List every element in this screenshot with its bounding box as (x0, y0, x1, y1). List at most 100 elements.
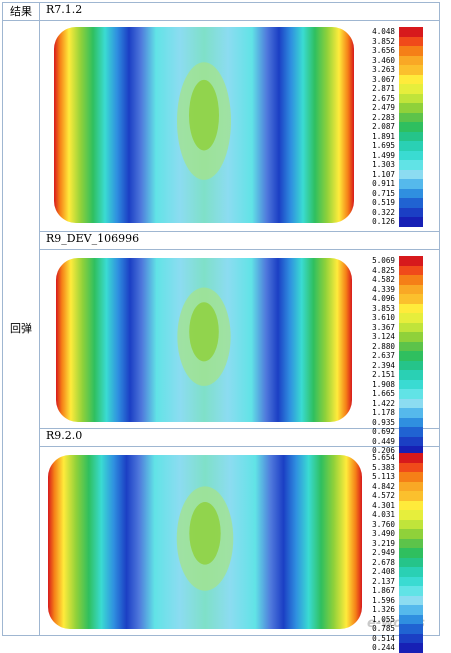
legend-value: 4.048 (372, 27, 395, 37)
springback-plot-1: 4.048 3.852 3.656 3.460 3.263 3.067 2.871 2.675… (40, 21, 439, 231)
legend-swatch (399, 332, 423, 342)
legend-value: 4.096 (372, 294, 395, 304)
legend-swatch (399, 389, 423, 399)
legend-value: 3.760 (372, 519, 395, 529)
row-label: 回弹 (2, 20, 40, 636)
legend-swatch (399, 84, 423, 94)
legend-entry: 2.151 (357, 370, 431, 380)
legend-swatch (399, 500, 423, 510)
legend-entry: 3.219 (357, 538, 431, 548)
legend-swatch (399, 548, 423, 558)
version-label-1: R7.1.2 (39, 2, 440, 21)
legend-value: 4.842 (372, 481, 395, 491)
legend-swatch (399, 436, 423, 446)
legend-entry: 2.871 (357, 84, 431, 94)
legend-entry: 0.692 (357, 427, 431, 437)
legend-value: 4.582 (372, 275, 395, 285)
legend-entry: 4.048 (357, 27, 431, 37)
legend-swatch (399, 557, 423, 567)
legend-entry: 1.422 (357, 398, 431, 408)
legend-entry: 2.394 (357, 360, 431, 370)
legend-entry: 0.126 (357, 217, 431, 227)
legend-value: 2.137 (372, 576, 395, 586)
version-label-2: R9_DEV_106996 (39, 231, 440, 250)
legend-value: 2.479 (372, 103, 395, 113)
legend-swatch (399, 491, 423, 501)
legend-value: 5.113 (372, 472, 395, 482)
legend-swatch (399, 93, 423, 103)
contour-center-core (189, 302, 219, 362)
legend-value: 2.871 (372, 84, 395, 94)
springback-contour-plate (54, 27, 354, 223)
legend-entry: 0.244 (357, 643, 431, 653)
legend-entry: 1.055 (357, 614, 431, 624)
legend-value: 0.449 (372, 436, 395, 446)
legend-entry: 4.339 (357, 284, 431, 294)
legend-entry: 1.596 (357, 595, 431, 605)
legend-value: 0.206 (372, 446, 395, 456)
legend-entry: 2.675 (357, 93, 431, 103)
color-legend: 4.048 3.852 3.656 3.460 3.263 3.067 2.871 2.675… (357, 27, 431, 227)
legend-swatch (399, 586, 423, 596)
legend-swatch (399, 207, 423, 217)
legend-entry: 4.842 (357, 481, 431, 491)
legend-swatch (399, 360, 423, 370)
legend-swatch (399, 398, 423, 408)
legend-value: 1.178 (372, 408, 395, 418)
legend-value: 0.244 (372, 643, 395, 653)
legend-entry: 2.408 (357, 567, 431, 577)
legend-value: 3.656 (372, 46, 395, 56)
legend-swatch (399, 322, 423, 332)
legend-swatch (399, 379, 423, 389)
springback-contour-plate (48, 455, 362, 629)
legend-swatch (399, 453, 423, 463)
legend-swatch (399, 55, 423, 65)
legend-value: 3.124 (372, 332, 395, 342)
legend-entry: 0.785 (357, 624, 431, 634)
color-legend: 5.069 4.825 4.582 4.339 4.096 3.853 3.610 3.367… (357, 256, 431, 456)
color-legend: 5.654 5.383 5.113 4.842 4.572 4.301 4.031 3.760… (357, 453, 431, 653)
legend-value: 0.322 (372, 207, 395, 217)
legend-entry: 3.367 (357, 322, 431, 332)
legend-entry: 2.949 (357, 548, 431, 558)
legend-value: 2.283 (372, 112, 395, 122)
legend-swatch (399, 643, 423, 653)
legend-swatch (399, 74, 423, 84)
legend-entry: 4.825 (357, 265, 431, 275)
contour-center-core (189, 79, 219, 151)
legend-swatch (399, 150, 423, 160)
legend-swatch (399, 112, 423, 122)
legend-swatch (399, 481, 423, 491)
legend-swatch (399, 265, 423, 275)
legend-entry: 0.449 (357, 436, 431, 446)
legend-value: 1.665 (372, 389, 395, 399)
legend-swatch (399, 188, 423, 198)
legend-entry: 5.069 (357, 256, 431, 266)
legend-value: 0.126 (372, 217, 395, 227)
legend-entry: 3.853 (357, 303, 431, 313)
plot-cell-2: 5.069 4.825 4.582 4.339 4.096 3.853 3.610 3.367… (39, 249, 440, 456)
legend-value: 0.715 (372, 188, 395, 198)
legend-entry: 3.263 (357, 65, 431, 75)
legend-value: 1.596 (372, 595, 395, 605)
legend-value: 2.087 (372, 122, 395, 132)
legend-swatch (399, 417, 423, 427)
legend-swatch (399, 103, 423, 113)
legend-value: 5.383 (372, 462, 395, 472)
legend-value: 1.695 (372, 141, 395, 151)
legend-value: 1.422 (372, 398, 395, 408)
legend-value: 1.908 (372, 379, 395, 389)
legend-value: 2.637 (372, 351, 395, 361)
legend-entry: 1.891 (357, 131, 431, 141)
legend-entry: 3.124 (357, 332, 431, 342)
legend-value: 3.852 (372, 36, 395, 46)
legend-swatch (399, 131, 423, 141)
legend-value: 3.263 (372, 65, 395, 75)
legend-swatch (399, 595, 423, 605)
legend-swatch (399, 303, 423, 313)
legend-entry: 1.303 (357, 160, 431, 170)
legend-swatch (399, 614, 423, 624)
legend-value: 0.519 (372, 198, 395, 208)
legend-value: 3.490 (372, 529, 395, 539)
